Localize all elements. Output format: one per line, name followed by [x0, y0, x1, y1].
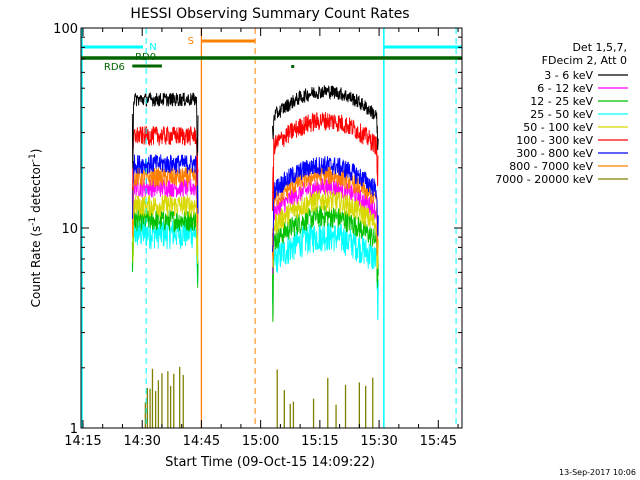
legend-label-6: 300 - 800 keV [516, 147, 593, 160]
series-line-3-segment-1 [131, 218, 199, 284]
rd6-marker-label: RD6 [104, 62, 125, 73]
legend-label-3: 25 - 50 keV [530, 108, 593, 121]
plot-area [131, 85, 379, 428]
footer-date: 13-Sep-2017 10:06 [559, 468, 636, 477]
chart-title: HESSI Observing Summary Count Rates [130, 6, 409, 22]
rd0-marker-label: RD0 [135, 52, 156, 63]
y-tick-label-2: 100 [53, 22, 78, 37]
legend-label-4: 50 - 100 keV [523, 121, 593, 134]
series-line-2-segment-1 [131, 208, 199, 288]
legend-label-0: 3 - 6 keV [544, 69, 593, 82]
series-line-0-segment-2 [272, 85, 379, 150]
legend-label-7: 800 - 7000 keV [509, 160, 593, 173]
legend-header-0: Det 1,5,7, [572, 41, 627, 54]
legend-label-2: 12 - 25 keV [530, 95, 593, 108]
legend-header-1: FDecim 2, Att 0 [542, 54, 627, 67]
legend-label-8: 7000 - 20000 keV [495, 173, 593, 186]
series-line-0-segment-1 [131, 91, 199, 169]
y-axis-label-end: ) [29, 149, 43, 154]
series-line-3-segment-2 [272, 222, 379, 320]
series-line-4-segment-1 [131, 194, 199, 265]
x-tick-label-1: 14:30 [123, 434, 160, 449]
saa-marker-label: S [188, 36, 194, 47]
series-line-5-segment-2 [272, 112, 379, 211]
series-line-5-segment-1 [131, 126, 199, 190]
y-tick-label-0: 1 [70, 422, 78, 437]
y-axis-label-sup1: -1 [28, 217, 38, 226]
x-tick-label-0: 14:15 [64, 434, 101, 449]
x-tick-label-3: 15:00 [242, 434, 279, 449]
series-line-7-segment-2 [272, 166, 379, 260]
x-tick-label-4: 15:15 [301, 434, 338, 449]
legend-label-5: 100 - 300 keV [516, 134, 593, 147]
legend-label-1: 6 - 12 keV [537, 82, 593, 95]
night-marker-label: N [149, 42, 156, 53]
rd0-dot [291, 65, 295, 68]
x-tick-label-5: 15:30 [360, 434, 397, 449]
axes: 14:15 14:30 14:45 15:00 15:15 15:30 15:45 1 10 10… [53, 22, 463, 449]
series-line-6-segment-1 [131, 154, 199, 220]
y-axis-label: Count Rate (s-1 detector-1) [28, 149, 43, 308]
series-line-6-segment-2 [272, 156, 379, 252]
y-tick-label-1: 10 [61, 222, 78, 237]
series-line-2-segment-2 [272, 205, 379, 322]
y-axis-label-mid: detector [29, 162, 43, 217]
x-axis-label: Start Time (09-Oct-15 14:09:22) [165, 455, 375, 470]
y-axis-label-sup2: -1 [28, 153, 38, 162]
x-tick-label-2: 14:45 [183, 434, 220, 449]
y-axis-label-main: Count Rate (s [29, 226, 43, 308]
x-tick-label-6: 15:45 [420, 434, 457, 449]
series-line-7-segment-1 [131, 166, 199, 238]
series-line-4-segment-2 [272, 189, 379, 270]
